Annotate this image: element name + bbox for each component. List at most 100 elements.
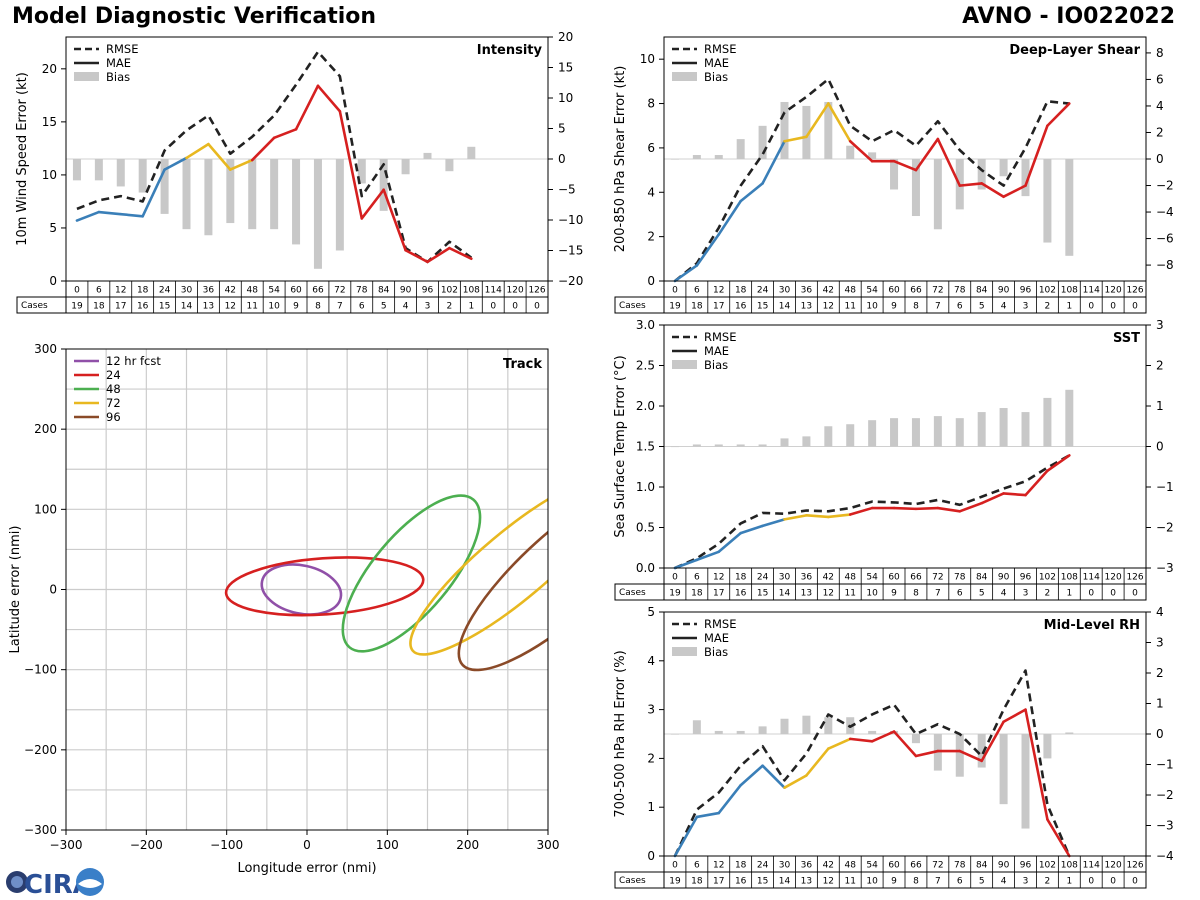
table-case-count: 15 — [159, 302, 170, 312]
mae-segment — [229, 158, 254, 171]
table-case-count: 7 — [337, 302, 343, 312]
logo-cloud-icon — [78, 879, 102, 888]
y-tick-label: 0.0 — [636, 561, 655, 575]
table-case-count: 8 — [315, 302, 321, 312]
bias-bar — [270, 159, 279, 230]
table-case-count: 2 — [1045, 589, 1051, 599]
mae-segment — [914, 749, 940, 758]
y-tick-label: 3.0 — [636, 318, 655, 332]
table-case-count: 5 — [979, 302, 985, 312]
table-case-count: 16 — [137, 302, 149, 312]
cases-row — [614, 296, 1147, 314]
mae-segment — [761, 139, 786, 185]
table-case-count: 5 — [979, 877, 985, 887]
table-case-count: 10 — [268, 302, 280, 312]
table-hour: 126 — [1126, 286, 1143, 296]
y-tick-label: 0 — [49, 274, 57, 288]
cases-row — [614, 871, 1147, 889]
y2-tick-label: 2 — [1156, 359, 1164, 373]
y-axis-label: 200-850 hPa Shear Error (kt) — [613, 66, 628, 253]
bias-bar — [138, 159, 147, 193]
table-hour: 42 — [225, 286, 236, 296]
bias-bar — [846, 424, 855, 447]
table-hour: 18 — [735, 573, 747, 583]
mae-segment — [827, 102, 852, 143]
table-case-count: 0 — [512, 302, 518, 312]
table-hour: 114 — [1083, 861, 1100, 871]
track-panel: −300−300 −200 −200 −100 −100 0 0 100 100 200 200 30… — [8, 342, 560, 876]
table-hour: 60 — [888, 861, 900, 871]
mae-segment — [739, 182, 764, 203]
mae-segment — [426, 246, 451, 264]
table-case-count: 5 — [979, 589, 985, 599]
table-case-count: 16 — [735, 589, 747, 599]
x-tick-label: 300 — [537, 838, 560, 852]
table-case-count: 8 — [913, 877, 919, 887]
table-case-count: 19 — [71, 302, 83, 312]
table-case-count: 19 — [669, 589, 681, 599]
table-case-count: 7 — [935, 589, 941, 599]
table-case-count: 1 — [1066, 877, 1072, 887]
y-tick-label: 2.0 — [636, 399, 655, 413]
table-hour: 114 — [1083, 286, 1100, 296]
table-hour: 6 — [96, 286, 102, 296]
verification-table: Cases01961812171816241530143613421248115… — [614, 855, 1147, 889]
bias-bar — [335, 159, 344, 251]
mae-segment — [695, 233, 721, 267]
panel-title: Deep-Layer Shear — [1009, 43, 1140, 58]
table-hour: 36 — [203, 286, 215, 296]
y2-tick-label: 0 — [1156, 727, 1164, 741]
table-hour: 6 — [694, 286, 700, 296]
mae-segment — [97, 210, 123, 216]
table-case-count: 14 — [181, 302, 193, 312]
mae-segment — [1024, 469, 1049, 497]
y-tick-label: −300 — [24, 823, 57, 837]
mae-segment — [805, 747, 830, 777]
table-case-count: 15 — [757, 589, 768, 599]
y2-tick-label: 6 — [1156, 72, 1164, 86]
table-case-count: 18 — [691, 589, 703, 599]
table-hour: 36 — [801, 861, 813, 871]
table-case-count: 0 — [1110, 877, 1116, 887]
mae-segment — [783, 135, 808, 143]
table-hour: 84 — [976, 286, 988, 296]
y-tick-label: 1 — [647, 800, 655, 814]
y-axis-label: Latitude error (nmi) — [8, 526, 23, 654]
table-hour: 114 — [1083, 573, 1100, 583]
bias-bar — [911, 734, 920, 744]
bias-bar — [824, 426, 833, 447]
bias-bar — [204, 159, 213, 236]
table-case-count: 8 — [913, 589, 919, 599]
mae-segment — [1002, 708, 1027, 724]
table-hour: 120 — [507, 286, 524, 296]
y-tick-label: 4 — [647, 185, 655, 199]
table-case-count: 10 — [866, 589, 878, 599]
table-hour: 84 — [976, 861, 988, 871]
track-legend-label: 12 hr fcst — [106, 354, 161, 368]
table-hour: 24 — [159, 286, 171, 296]
legend-bias-label: Bias — [704, 645, 728, 659]
mae-segment — [848, 139, 874, 163]
table-case-count: 0 — [1132, 589, 1138, 599]
mae-segment — [892, 730, 918, 758]
table-case-count: 13 — [801, 589, 812, 599]
table-hour: 126 — [1126, 573, 1143, 583]
y2-tick-label: 2 — [1156, 666, 1164, 680]
table-case-count: 9 — [293, 302, 299, 312]
x-tick-label: 100 — [376, 838, 399, 852]
mae-segment — [382, 188, 407, 252]
mae-segment — [294, 84, 320, 131]
y-tick-label: 8 — [647, 97, 655, 111]
bias-bar — [736, 730, 745, 734]
bias-bar — [313, 159, 322, 269]
cases-row — [16, 296, 549, 314]
mae-segment — [448, 246, 473, 261]
table-case-count: 14 — [779, 302, 791, 312]
table-case-count: 0 — [1088, 589, 1094, 599]
table-case-count: 19 — [669, 877, 681, 887]
table-hour: 48 — [845, 573, 857, 583]
table-hour: 66 — [910, 573, 922, 583]
